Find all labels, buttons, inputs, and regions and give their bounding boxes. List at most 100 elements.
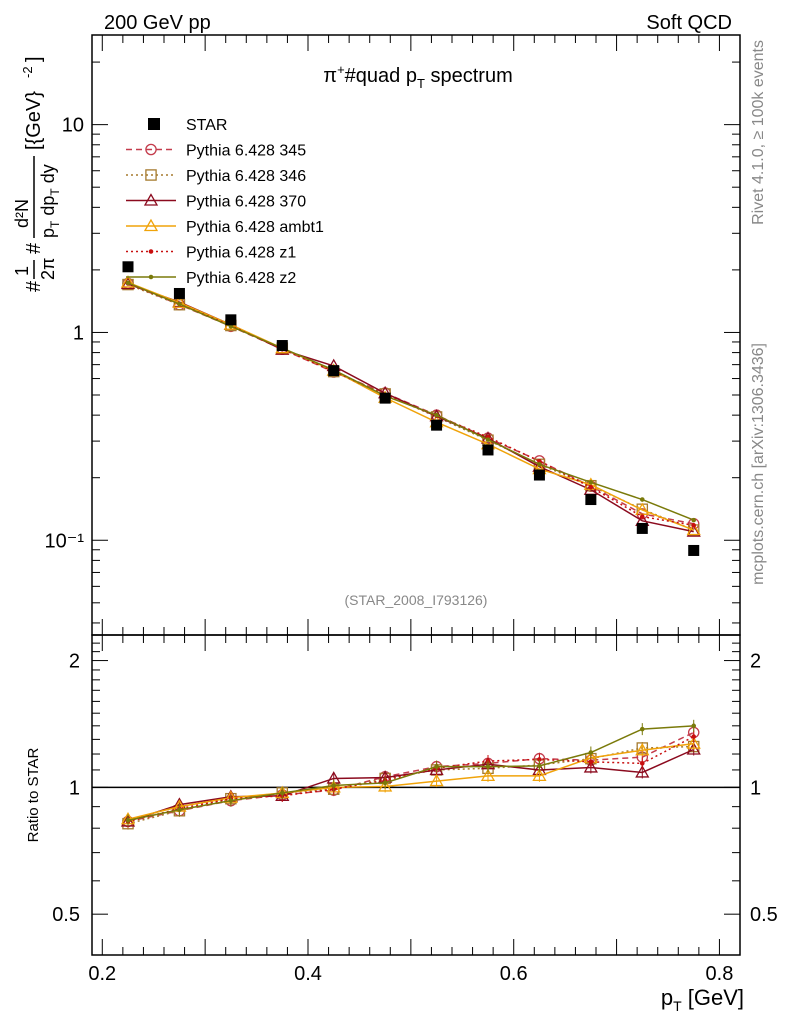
data-point-star bbox=[533, 469, 545, 481]
series-point-main bbox=[588, 480, 594, 485]
data-point-star bbox=[328, 365, 340, 377]
legend-label: Pythia 6.428 z1 bbox=[186, 245, 296, 262]
series-point-ratio bbox=[686, 736, 701, 749]
data-point-star bbox=[225, 314, 237, 326]
series-point-ratio bbox=[434, 764, 439, 769]
svg-text:-2: -2 bbox=[20, 66, 35, 78]
series-point-ratio bbox=[691, 723, 697, 729]
main-y-axis-label: # 1 2π # d²N pT dpT dy [{GeV} -2 ] bbox=[12, 56, 62, 292]
series-point-main bbox=[686, 522, 701, 536]
ratio-tick-label: 2 bbox=[69, 651, 80, 673]
legend-label: Pythia 6.428 370 bbox=[186, 194, 306, 211]
series-point-ratio bbox=[228, 798, 234, 803]
data-point-star bbox=[379, 392, 391, 404]
source-label: mcplots.cern.ch [arXiv:1306.3436] bbox=[750, 343, 767, 585]
legend: STAR Pythia 6.428 345 Pythia 6.428 346 Pyth… bbox=[126, 117, 324, 287]
data-point-star bbox=[122, 261, 134, 273]
series-point-ratio bbox=[485, 764, 491, 769]
ratio-plot-area: 0.2 0.4 0.6 0.8 0.5 0.5 1 1 2 2 bbox=[52, 634, 778, 985]
series-point-main bbox=[686, 524, 701, 537]
header-right-label: Soft QCD bbox=[646, 12, 732, 34]
analysis-watermark: (STAR_2008_I793126) bbox=[345, 592, 488, 608]
series-line-ratio bbox=[127, 745, 694, 825]
y-tick-label: 10⁻¹ bbox=[45, 530, 85, 552]
series-line-ratio bbox=[127, 742, 694, 820]
y-tick-label: 10 bbox=[62, 115, 84, 137]
series-point-ratio bbox=[583, 760, 598, 773]
series-line-main bbox=[127, 281, 694, 531]
rivet-version-label: Rivet 4.1.0, ≥ 100k events bbox=[750, 40, 767, 225]
series-point-ratio bbox=[331, 783, 337, 788]
series-point-main bbox=[691, 523, 697, 528]
series-point-main bbox=[125, 280, 131, 286]
series-line-main bbox=[127, 282, 694, 521]
legend-marker-star bbox=[148, 118, 160, 130]
svg-text:2π: 2π bbox=[38, 258, 58, 280]
series-point-ratio bbox=[635, 765, 650, 778]
legend-marker bbox=[148, 249, 154, 254]
svg-text:#: # bbox=[23, 280, 45, 292]
main-title: π+#quad pT spectrum bbox=[323, 62, 512, 91]
series-point-main bbox=[434, 412, 439, 418]
series-point-ratio bbox=[125, 818, 131, 823]
series-point-ratio bbox=[279, 790, 285, 796]
data-point-star bbox=[173, 287, 185, 299]
series-point-main bbox=[172, 295, 187, 308]
svg-text:[{GeV}: [{GeV} bbox=[23, 91, 45, 150]
series-point-ratio bbox=[588, 750, 594, 755]
legend-label-star: STAR bbox=[186, 117, 227, 134]
series-line-ratio bbox=[127, 748, 695, 823]
y-tick-label: 1 bbox=[73, 322, 84, 344]
ratio-tick-label-right: 0.5 bbox=[750, 904, 778, 926]
series-point-ratio bbox=[588, 759, 594, 765]
ratio-plot-frame bbox=[91, 634, 741, 956]
series-point-main bbox=[177, 301, 182, 307]
series-line-ratio bbox=[127, 725, 694, 822]
series-point-ratio bbox=[177, 807, 182, 813]
series-point-main bbox=[485, 437, 491, 442]
series-point-ratio bbox=[537, 763, 542, 769]
data-point-star bbox=[482, 444, 494, 456]
series-line-ratio bbox=[127, 735, 695, 823]
data-point-star bbox=[688, 544, 700, 556]
series-point-ratio bbox=[639, 726, 645, 732]
series-point-ratio bbox=[378, 779, 393, 792]
series-point-main bbox=[639, 514, 645, 519]
ratio-tick-label: 0.5 bbox=[52, 904, 80, 926]
data-point-star bbox=[585, 494, 597, 506]
series-point-main bbox=[639, 497, 645, 502]
legend-label: Pythia 6.428 345 bbox=[186, 143, 306, 160]
ratio-tick-label-right: 2 bbox=[750, 651, 761, 673]
legend-label: Pythia 6.428 ambt1 bbox=[186, 219, 324, 236]
legend-marker bbox=[148, 274, 154, 280]
series-point-main bbox=[588, 484, 594, 490]
ratio-tick-label: 1 bbox=[69, 777, 80, 799]
series-point-ratio bbox=[639, 761, 645, 766]
main-plot-area: 10⁻¹ 1 10 bbox=[45, 35, 740, 635]
legend-label: Pythia 6.428 346 bbox=[186, 168, 306, 185]
series-point-ratio bbox=[635, 742, 650, 756]
ratio-y-axis-label: Ratio to STAR bbox=[25, 747, 42, 842]
svg-text:d²N: d²N bbox=[12, 199, 32, 228]
x-tick-label: 0.8 bbox=[706, 963, 734, 985]
data-point-star bbox=[431, 419, 443, 431]
svg-text:#: # bbox=[23, 242, 45, 254]
svg-text:pT dpT dy: pT dpT dy bbox=[38, 164, 62, 238]
ratio-tick-label-right: 1 bbox=[750, 777, 761, 799]
x-tick-label: 0.6 bbox=[500, 963, 528, 985]
legend-marker bbox=[143, 218, 159, 232]
series-point-main bbox=[691, 517, 697, 523]
series-line-main bbox=[127, 283, 694, 533]
series-point-ratio bbox=[480, 768, 496, 782]
data-point-star bbox=[276, 340, 288, 352]
legend-label: Pythia 6.428 z2 bbox=[186, 270, 296, 287]
data-point-star bbox=[636, 522, 648, 534]
x-tick-label: 0.2 bbox=[88, 963, 116, 985]
series-point-ratio bbox=[532, 768, 547, 782]
svg-text:1: 1 bbox=[12, 266, 32, 276]
series-point-ratio bbox=[382, 780, 388, 786]
series-point-main bbox=[120, 275, 136, 288]
legend-marker bbox=[145, 169, 157, 181]
svg-text:]: ] bbox=[23, 56, 45, 62]
